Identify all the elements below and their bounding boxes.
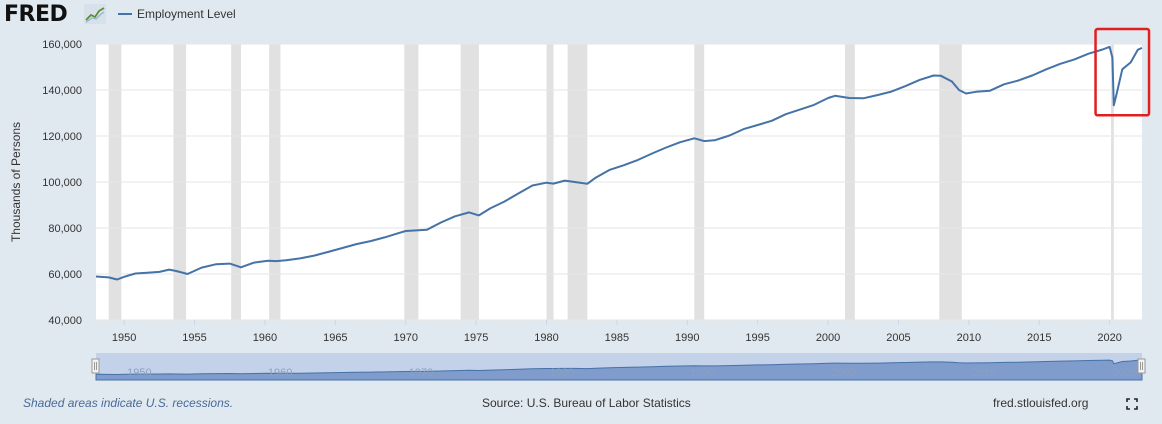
chart-header: FRED Employment Level xyxy=(0,0,1162,32)
navigator-area xyxy=(95,359,1143,381)
x-tick-label: 1975 xyxy=(464,332,488,344)
navigator[interactable]: 1950 1960 1970 1980 1990 2000 2010 2020 xyxy=(91,353,1146,381)
x-tick-label: 2015 xyxy=(1027,332,1051,344)
chart-svg: 40,000 60,000 80,000 100,000 120,000 140,000 1… xyxy=(9,27,1151,381)
x-tick-label: 1995 xyxy=(745,332,769,344)
y-tick-label: 100,000 xyxy=(42,177,82,189)
x-tick-label: 1980 xyxy=(534,332,558,344)
navigator-label: 2020 xyxy=(1113,367,1137,379)
x-tick-label: 2000 xyxy=(816,332,840,344)
navigator-label: 1980 xyxy=(549,367,573,379)
navigator-label: 1950 xyxy=(127,367,151,379)
x-tick-label: 1990 xyxy=(675,332,699,344)
navigator-label: 1960 xyxy=(268,367,292,379)
y-tick-label: 140,000 xyxy=(42,85,82,97)
recession-note: Shaded areas indicate U.S. recessions. xyxy=(23,396,234,410)
fred-chart-icon xyxy=(84,4,106,24)
x-tick-label: 1970 xyxy=(393,332,417,344)
y-tick-label: 40,000 xyxy=(48,315,82,327)
x-tick-label: 1965 xyxy=(323,332,347,344)
navigator-labels: 1950 1960 1970 1980 1990 2000 2010 2020 xyxy=(127,367,1137,379)
fullscreen-icon[interactable] xyxy=(1126,398,1138,410)
x-tick-label: 1960 xyxy=(253,332,277,344)
fred-logo[interactable]: FRED xyxy=(4,2,68,27)
highlight-box xyxy=(1094,27,1151,117)
navigator-handle-left[interactable] xyxy=(91,358,100,374)
navigator-label: 2010 xyxy=(972,367,996,379)
x-tick-label: 1950 xyxy=(112,332,136,344)
y-tick-label: 60,000 xyxy=(48,269,82,281)
y-axis-ticks: 40,000 60,000 80,000 100,000 120,000 140,000 1… xyxy=(42,39,82,327)
x-tick-label: 2010 xyxy=(957,332,981,344)
source-text: Source: U.S. Bureau of Labor Statistics xyxy=(482,396,691,410)
x-tick-label: 1985 xyxy=(605,332,629,344)
x-tick-label: 1955 xyxy=(182,332,206,344)
y-tick-label: 120,000 xyxy=(42,131,82,143)
legend-swatch xyxy=(118,12,132,15)
navigator-handle-right[interactable] xyxy=(1137,358,1146,374)
y-axis-label: Thousands of Persons xyxy=(9,122,23,242)
y-tick-label: 160,000 xyxy=(42,39,82,51)
legend-label: Employment Level xyxy=(137,7,236,21)
grid-lines xyxy=(96,43,1142,321)
series-line-employment-level xyxy=(95,45,1143,281)
x-axis-ticks: 1950 1955 1960 1965 1970 1975 1980 1985 1990 1995… xyxy=(112,320,1122,344)
y-tick-label: 80,000 xyxy=(48,223,82,235)
navigator-label: 2000 xyxy=(831,367,855,379)
x-tick-label: 2020 xyxy=(1097,332,1121,344)
site-link[interactable]: fred.stlouisfed.org xyxy=(993,396,1089,410)
navigator-label: 1970 xyxy=(409,367,433,379)
navigator-label: 1990 xyxy=(690,367,714,379)
legend-item[interactable]: Employment Level xyxy=(118,7,236,21)
x-tick-label: 2005 xyxy=(886,332,910,344)
